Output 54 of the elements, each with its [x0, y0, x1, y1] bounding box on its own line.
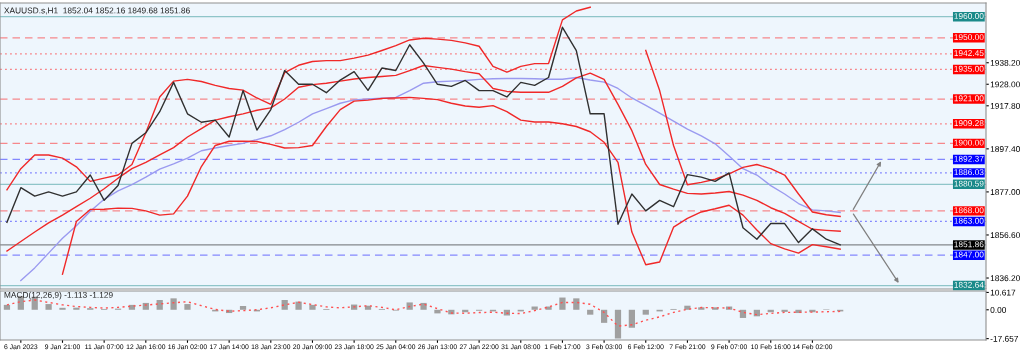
bar — [600, 309, 608, 323]
ref-line-label: 1909.28 — [954, 120, 984, 127]
bar — [642, 309, 649, 315]
bar — [156, 299, 163, 310]
bar — [614, 309, 622, 339]
ref-line-label: 1960.00 — [954, 13, 984, 19]
ref-line-label: 1886.03 — [954, 169, 984, 176]
y-tick-label: 1917.80 — [990, 102, 1020, 109]
ref-line-label: 1847.00 — [954, 251, 984, 258]
bar — [406, 302, 413, 310]
bar — [698, 307, 705, 310]
bar — [73, 307, 80, 310]
bar — [281, 299, 288, 310]
ref-line-label: 1921.00 — [954, 95, 984, 102]
ref-line-label: 1851.86 — [954, 241, 984, 248]
bar — [295, 301, 302, 310]
ref-line-label: 1832.64 — [954, 281, 984, 288]
bar — [628, 309, 635, 328]
y-tick-label: 1928.00 — [990, 81, 1020, 88]
y-tick-label: -17.657 — [990, 335, 1019, 342]
ref-line-label: 1863.00 — [954, 217, 984, 224]
line-series — [6, 26, 841, 246]
line-series — [6, 299, 841, 327]
y-tick-label: 10.617 — [990, 289, 1016, 296]
y-tick-label: 1877.00 — [990, 189, 1020, 196]
bar — [3, 304, 11, 310]
bar — [420, 302, 427, 310]
y-tick-label: 1897.40 — [990, 146, 1020, 152]
bar — [239, 306, 247, 310]
ref-line-label: 1935.00 — [954, 65, 984, 72]
bar — [45, 304, 52, 310]
chart-title: XAUUSD.s,H1 1852.04 1852.16 1849.68 1851.86 — [4, 7, 190, 15]
ref-line-label: 1950.00 — [954, 34, 984, 41]
ref-line-label: 1900.00 — [954, 139, 984, 146]
y-tick-label: 0.00 — [990, 306, 1007, 313]
chart-title: MACD(12,26,9) -1.113 -1.129 — [4, 291, 113, 300]
bar — [573, 298, 580, 310]
y-tick-label: 1938.20 — [990, 59, 1020, 66]
bar — [184, 304, 191, 310]
bar — [170, 298, 177, 310]
y-tick-label: 1856.60 — [990, 232, 1020, 239]
bar — [781, 309, 788, 312]
y-tick-label: 1836.20 — [990, 275, 1020, 282]
line-series — [20, 76, 841, 282]
ref-line-label: 1880.59 — [954, 180, 984, 187]
bar — [434, 309, 441, 314]
line-series — [61, 96, 841, 275]
bar — [559, 297, 566, 310]
bar — [531, 306, 538, 310]
bar — [309, 304, 316, 310]
ref-line-label: 1942.45 — [954, 50, 984, 56]
bar — [587, 309, 594, 315]
ref-line-label: 1868.00 — [954, 207, 984, 214]
ref-line-label: 1892.37 — [954, 155, 984, 162]
